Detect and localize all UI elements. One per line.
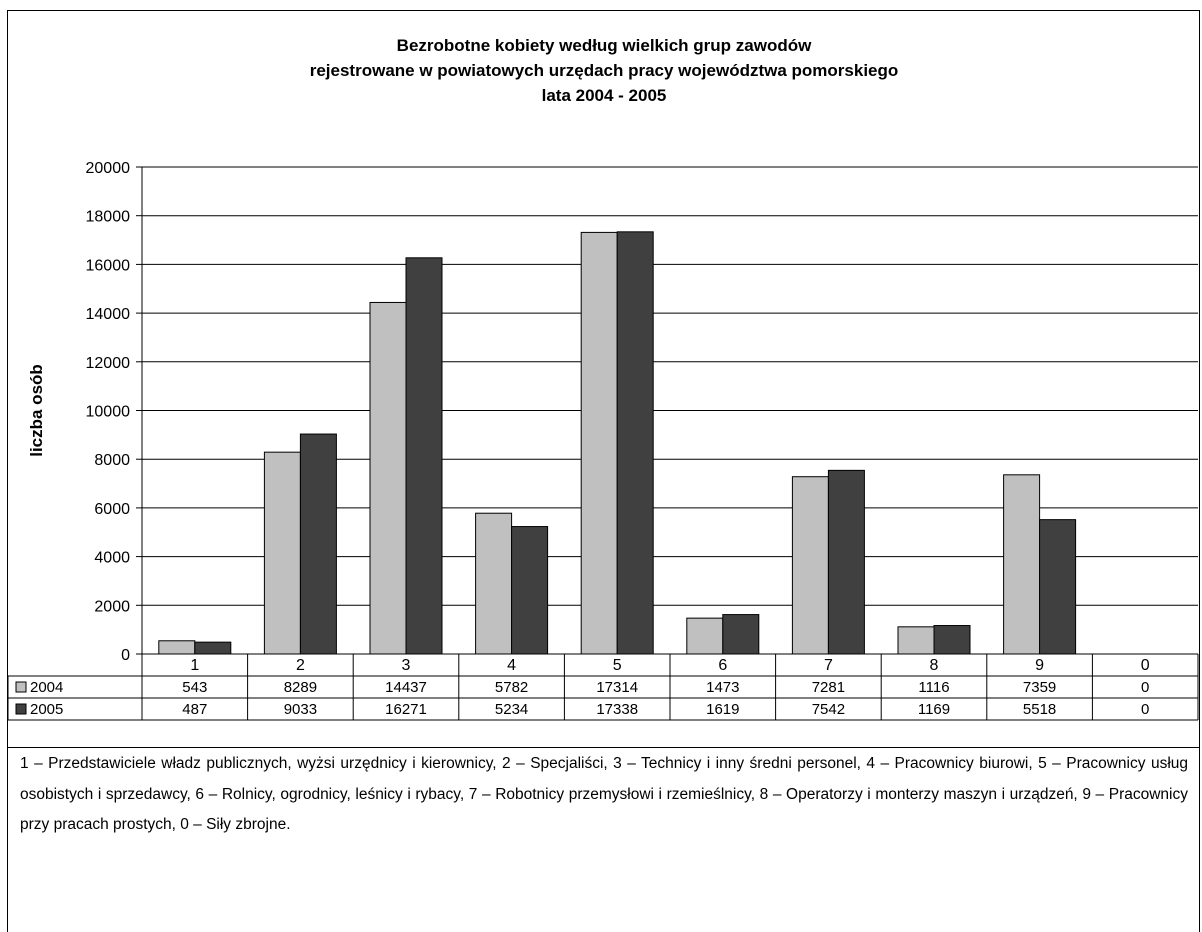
table-cell-2005: 9033 (284, 701, 317, 718)
x-category-label: 6 (718, 657, 727, 674)
x-category-label: 4 (507, 657, 516, 674)
bar-2005-cat-3 (405, 257, 443, 655)
y-tick-label: 12000 (86, 355, 131, 372)
category-legend-caption: 1 – Przedstawiciele władz publicznych, w… (20, 755, 1188, 833)
bar-2004-cat-8 (897, 626, 935, 655)
chart-title: Bezrobotne kobiety według wielkich grup … (310, 36, 899, 105)
table-cell-2005: 1169 (918, 701, 950, 718)
y-tick-label: 20000 (86, 160, 131, 177)
y-tick-label: 10000 (86, 404, 131, 421)
x-category-label: 9 (1035, 657, 1044, 674)
bar-2005-cat-4 (511, 526, 549, 655)
table-cell-2004: 8289 (284, 679, 317, 696)
bar-2004-cat-3 (369, 301, 407, 655)
y-tick-label: 2000 (94, 598, 130, 615)
table-cell-2005: 7542 (812, 701, 845, 718)
bar-2004-cat-9 (1003, 474, 1041, 655)
bar-2004-cat-6 (686, 617, 724, 655)
table-cell-2004: 7281 (812, 679, 845, 696)
bar-2004-cat-5 (580, 231, 618, 655)
legend-label-2005: 2005 (30, 701, 63, 718)
bar-2005-cat-9 (1039, 519, 1077, 655)
table-cell-2005: 0 (1141, 701, 1149, 718)
x-category-label: 2 (296, 657, 305, 674)
bar-2004-cat-4 (475, 512, 513, 655)
bar-2005-cat-6 (722, 614, 760, 655)
bar-2005-cat-7 (827, 469, 865, 655)
legend-label-2004: 2004 (30, 679, 63, 696)
y-tick-label: 14000 (86, 306, 131, 323)
table-cell-2005: 487 (182, 701, 207, 718)
y-axis-tick-labels: 0 2000 4000 6000 8000 10000 12000 14000 16000 180… (86, 160, 131, 664)
x-category-label: 7 (824, 657, 833, 674)
table-cell-2004: 0 (1141, 679, 1149, 696)
chart-title-line-3: lata 2004 - 2005 (542, 86, 667, 105)
bars (158, 231, 1077, 655)
x-category-label: 5 (613, 657, 622, 674)
table-cell-2005: 16271 (385, 701, 427, 718)
table-cell-2005: 5234 (495, 701, 528, 718)
table-cell-2004: 7359 (1023, 679, 1056, 696)
table-cell-2004: 17314 (596, 679, 638, 696)
table-cell-2005: 17338 (596, 701, 638, 718)
table-cell-2004: 5782 (495, 679, 528, 696)
x-category-label: 0 (1141, 657, 1150, 674)
y-tick-label: 4000 (94, 550, 130, 567)
table-cell-2004: 1116 (918, 679, 949, 696)
y-tick-label: 6000 (94, 501, 130, 518)
table-cell-2005: 5518 (1023, 701, 1056, 718)
table-cell-2005: 1619 (706, 701, 739, 718)
chart-frame: Bezrobotne kobiety według wielkich grup … (7, 10, 1200, 748)
y-tick-label: 16000 (86, 257, 131, 274)
bar-2005-cat-1 (194, 641, 232, 655)
y-tick-label: 8000 (94, 452, 130, 469)
table-cell-2004: 1473 (706, 679, 739, 696)
bar-2004-cat-1 (158, 640, 196, 655)
bar-2004-cat-2 (263, 451, 301, 655)
table-cell-2004: 14437 (385, 679, 427, 696)
caption-box: 1 – Przedstawiciele władz publicznych, w… (7, 747, 1200, 932)
chart-title-line-1: Bezrobotne kobiety według wielkich grup … (397, 36, 812, 55)
data-table: 1 2 3 4 5 6 7 8 9 0 2004 543 8289 14437 5782 17314 1473 7… (8, 653, 1199, 721)
bar-2005-cat-2 (299, 433, 337, 655)
chart-title-line-2: rejestrowane w powiatowych urzędach prac… (310, 61, 899, 80)
legend-key-2005 (15, 703, 27, 715)
y-axis-label: liczba osób (27, 364, 46, 457)
table-cell-2004: 543 (182, 679, 207, 696)
bar-2005-cat-8 (933, 625, 971, 655)
x-category-label: 3 (402, 657, 411, 674)
y-tick-label: 18000 (86, 209, 131, 226)
legend-key-2004 (15, 681, 27, 693)
bar-2005-cat-5 (616, 231, 654, 655)
x-category-label: 8 (930, 657, 939, 674)
bar-chart: Bezrobotne kobiety według wielkich grup … (8, 36, 1199, 721)
x-category-label: 1 (190, 657, 199, 674)
y-tick-label: 0 (121, 647, 130, 664)
bar-2004-cat-7 (791, 476, 829, 655)
